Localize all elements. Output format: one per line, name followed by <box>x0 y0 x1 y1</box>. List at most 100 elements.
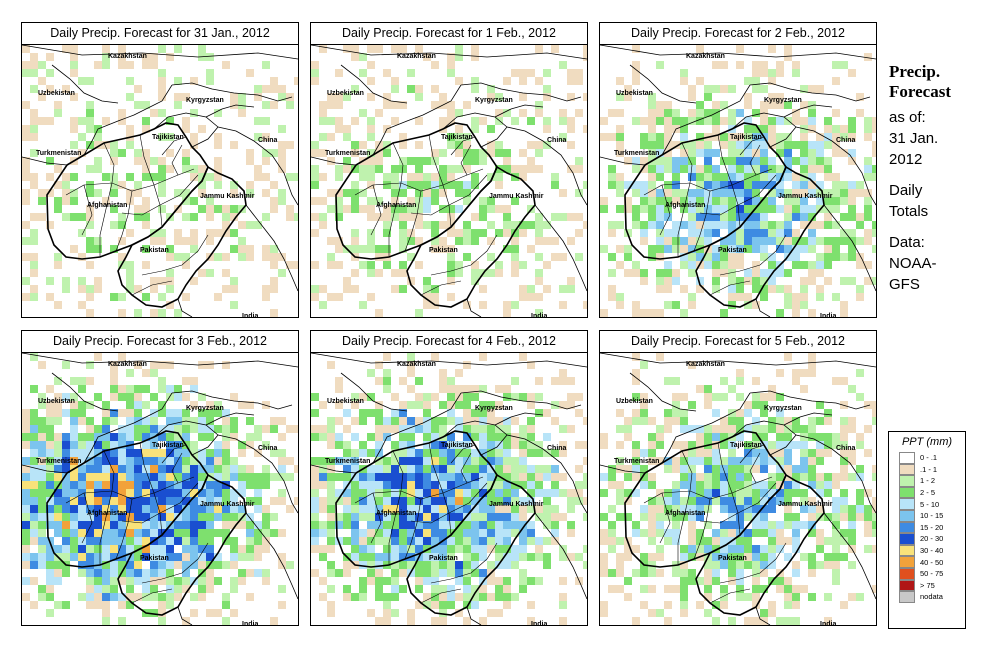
country-border <box>600 156 646 166</box>
precip-cell <box>551 489 559 497</box>
precip-cell <box>672 569 680 577</box>
precip-cell <box>704 473 712 481</box>
province-boundary <box>139 442 163 536</box>
precip-cell <box>800 369 808 377</box>
precip-cell <box>150 173 158 181</box>
precip-cell <box>856 293 864 301</box>
precip-cell <box>54 393 62 401</box>
precip-cell <box>78 441 86 449</box>
precip-cell <box>696 109 704 117</box>
precip-cell <box>319 285 327 293</box>
precip-cell <box>198 577 206 585</box>
precip-cell <box>367 149 375 157</box>
precip-cell <box>808 369 816 377</box>
precip-cell <box>110 521 118 529</box>
precip-cell <box>150 157 158 165</box>
precip-cell <box>696 117 704 125</box>
precip-cell <box>351 393 359 401</box>
precip-cell <box>327 133 335 141</box>
country-border <box>311 464 357 474</box>
precip-cell <box>335 117 343 125</box>
precip-cell <box>311 261 319 269</box>
precip-cell <box>463 601 471 609</box>
precip-cell <box>712 433 720 441</box>
precip-cell <box>102 617 110 625</box>
precip-cell <box>808 521 816 529</box>
precip-cell <box>423 545 431 553</box>
precip-cell <box>182 505 190 513</box>
precip-cell <box>527 393 535 401</box>
precip-cell <box>286 101 294 109</box>
precip-cell <box>463 521 471 529</box>
precip-cell <box>736 433 744 441</box>
precip-cell <box>22 577 30 585</box>
precip-map: KazakhstanUzbekistanKyrgyzstanTajikistan… <box>311 353 587 625</box>
precip-cell <box>150 513 158 521</box>
precip-cell <box>54 301 62 309</box>
precip-cell <box>158 481 166 489</box>
precip-cell <box>632 117 640 125</box>
precip-cell <box>511 165 519 173</box>
precip-cell <box>391 457 399 465</box>
precip-cell <box>62 85 70 93</box>
precip-cell <box>383 213 391 221</box>
precip-cell <box>431 221 439 229</box>
precip-cell <box>704 537 712 545</box>
precip-cell <box>54 521 62 529</box>
precip-cell <box>872 221 876 229</box>
precip-cell <box>712 617 720 625</box>
precip-cell <box>519 521 527 529</box>
precip-cell <box>768 537 776 545</box>
precip-cell <box>222 221 230 229</box>
precip-cell <box>391 173 399 181</box>
precip-cell <box>760 61 768 69</box>
precip-cell <box>54 457 62 465</box>
precip-cell <box>840 505 848 513</box>
precip-cell <box>94 529 102 537</box>
precip-cell <box>391 537 399 545</box>
precip-cell <box>656 505 664 513</box>
precip-cell <box>222 449 230 457</box>
precip-cell <box>455 133 463 141</box>
precip-cell <box>864 237 872 245</box>
precip-cell <box>864 277 872 285</box>
precip-cell <box>311 521 319 529</box>
precip-cell <box>872 277 876 285</box>
precip-cell <box>840 253 848 261</box>
precip-cell <box>439 377 447 385</box>
precip-cell <box>439 165 447 173</box>
precip-cell <box>511 553 519 561</box>
precip-cell <box>182 93 190 101</box>
precip-cell <box>832 205 840 213</box>
precip-cell <box>311 409 319 417</box>
precip-cell <box>704 221 712 229</box>
precip-cell <box>407 181 415 189</box>
precip-cell <box>672 237 680 245</box>
precip-cell <box>696 449 704 457</box>
precip-cell <box>816 505 824 513</box>
precip-cell <box>102 117 110 125</box>
precip-cell <box>712 393 720 401</box>
precip-cell <box>254 521 262 529</box>
precip-cell <box>399 521 407 529</box>
precip-cell <box>656 457 664 465</box>
precip-cell <box>110 433 118 441</box>
precip-cell <box>624 513 632 521</box>
precip-cell <box>816 197 824 205</box>
precip-cell <box>214 561 222 569</box>
precip-cell <box>38 545 46 553</box>
precip-cell <box>126 369 134 377</box>
precip-cell <box>439 593 447 601</box>
precip-cell <box>503 433 511 441</box>
precip-map: KazakhstanUzbekistanKyrgyzstanTajikistan… <box>600 45 876 317</box>
precip-cell <box>447 489 455 497</box>
precip-cell <box>78 553 86 561</box>
precip-cell <box>375 433 383 441</box>
precip-cell <box>110 181 118 189</box>
country-label: Uzbekistan <box>38 90 75 97</box>
precip-cell <box>38 189 46 197</box>
precip-cell <box>134 101 142 109</box>
precip-cell <box>134 309 142 317</box>
precip-cell <box>62 441 70 449</box>
precip-cell <box>672 141 680 149</box>
